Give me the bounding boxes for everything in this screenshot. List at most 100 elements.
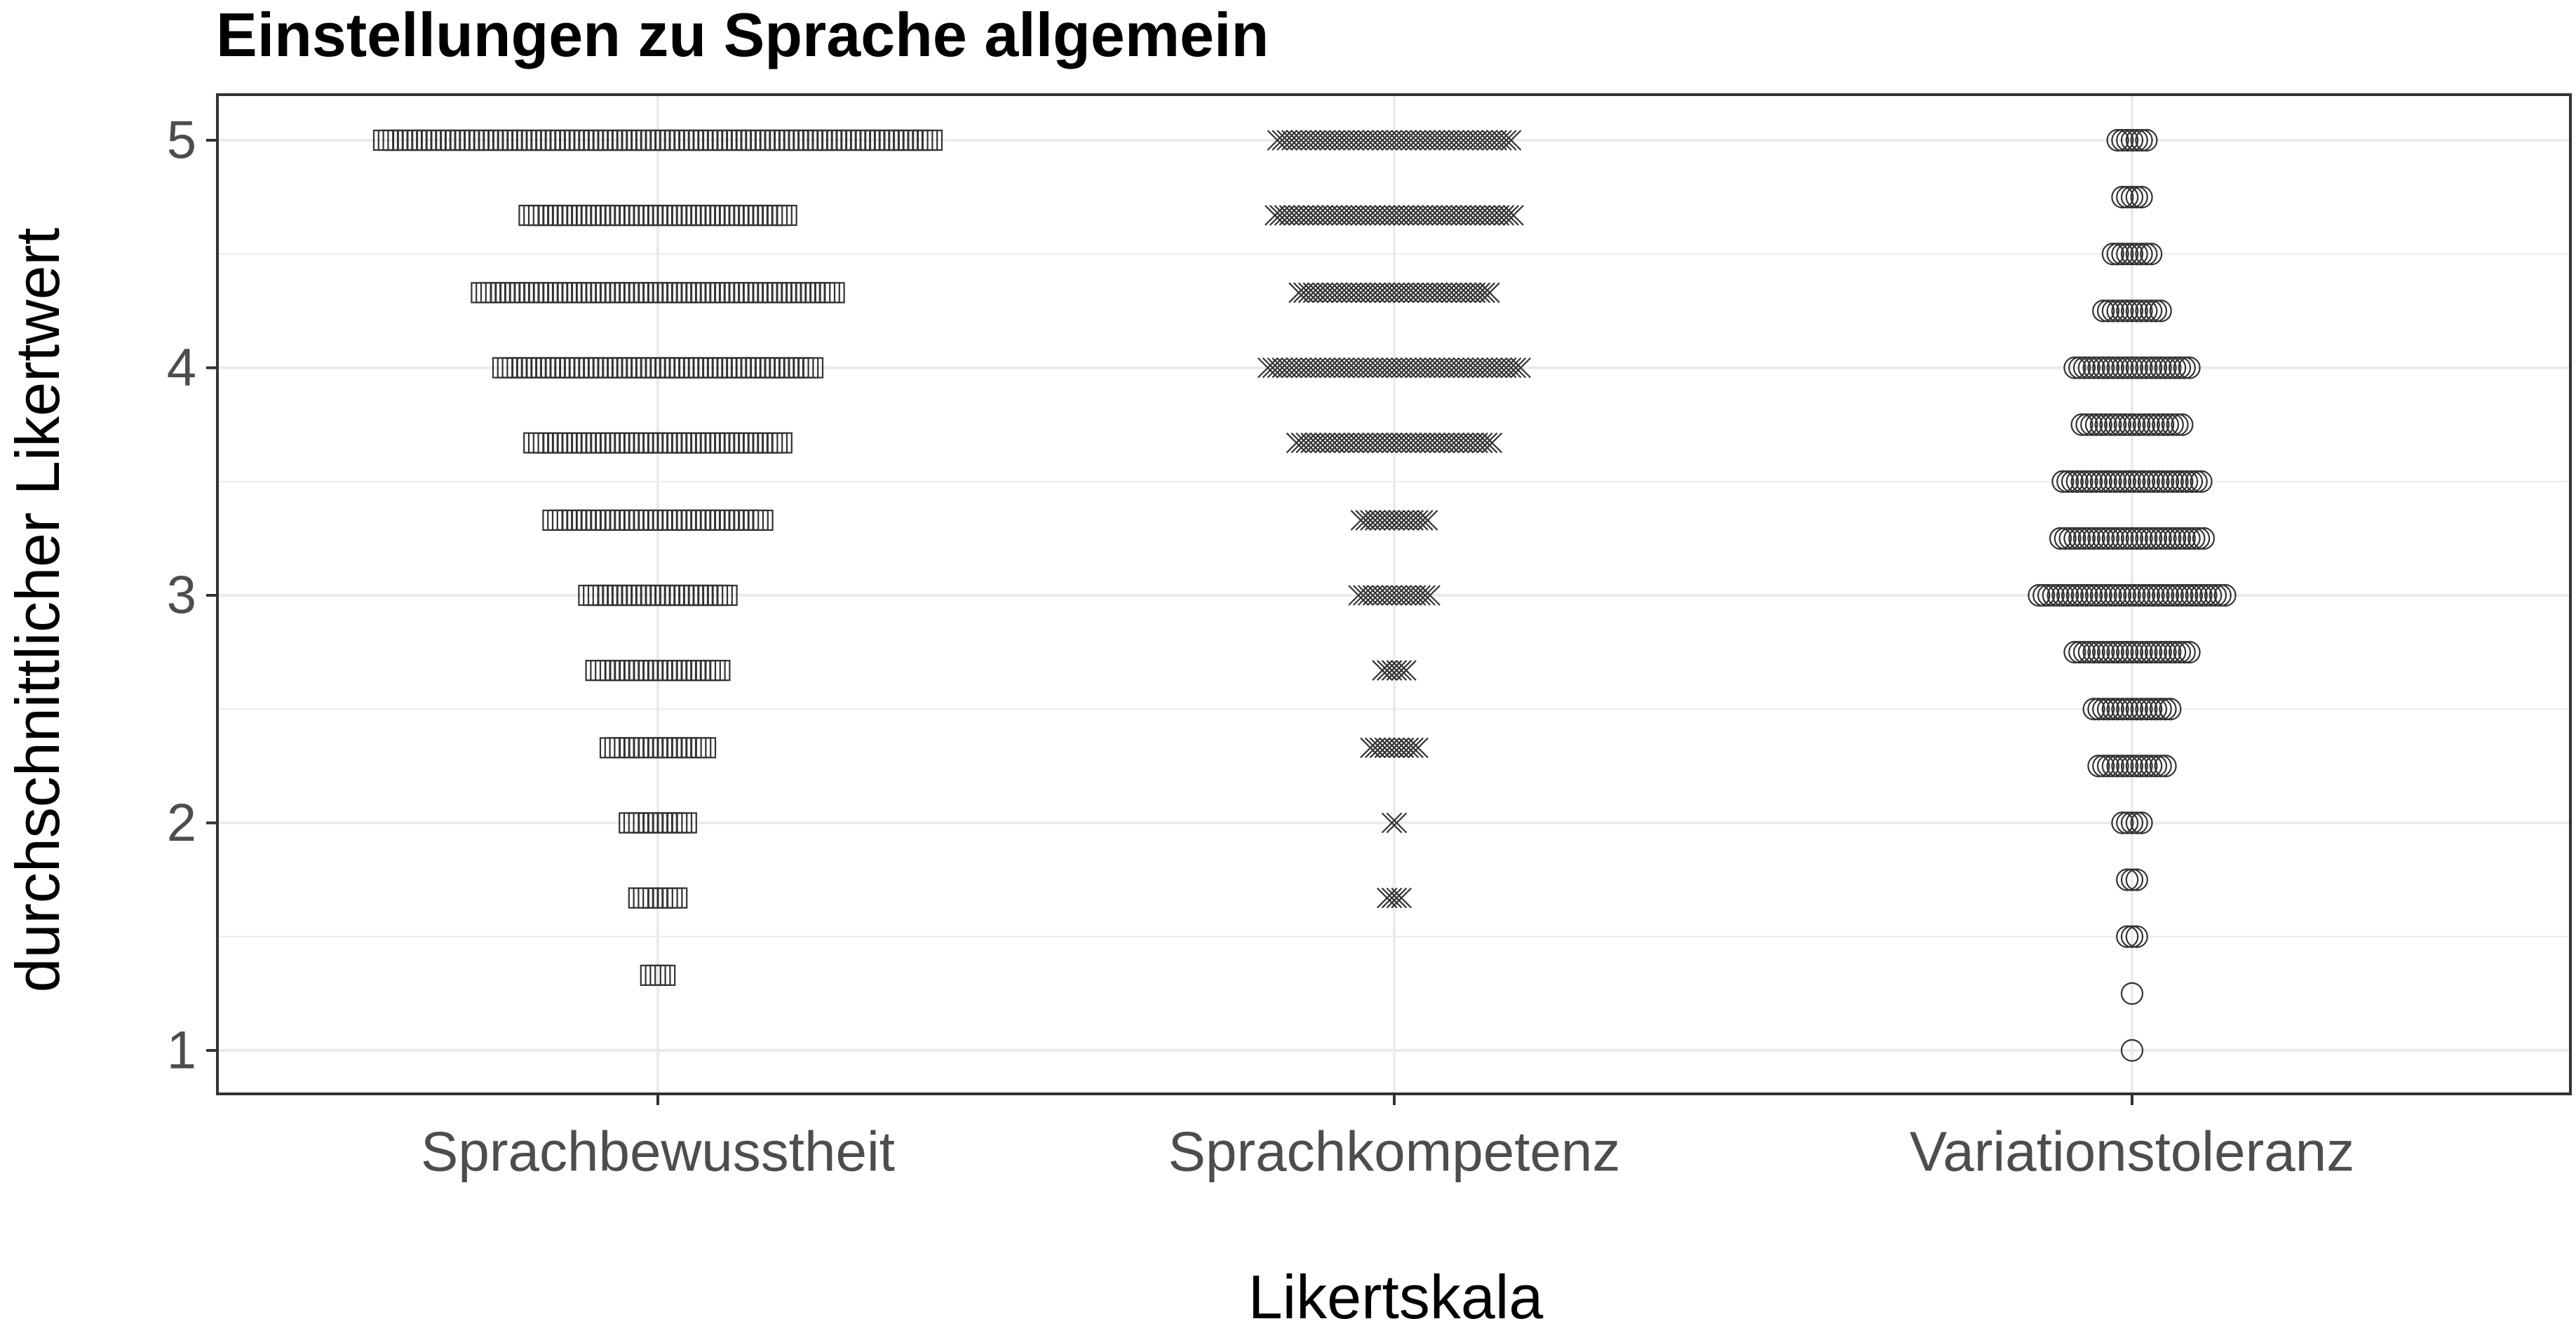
circle-point	[2087, 698, 2110, 721]
cross-point	[1297, 282, 1319, 304]
cross-point	[1441, 282, 1462, 304]
circle-point	[2106, 243, 2129, 266]
circle-point	[2137, 583, 2160, 607]
circle-point	[2120, 243, 2144, 266]
circle-point	[2087, 356, 2110, 379]
circle-point	[2070, 583, 2093, 607]
cross-point	[1462, 432, 1483, 454]
cross-point	[1448, 130, 1469, 151]
cross-point	[1362, 585, 1384, 606]
circle-point	[2068, 356, 2091, 379]
cross-point	[1474, 282, 1495, 304]
cross-point	[1391, 887, 1412, 909]
cross-point	[1377, 660, 1398, 681]
cross-point	[1326, 282, 1348, 304]
circle-point	[2070, 413, 2093, 436]
circle-point	[2096, 527, 2120, 550]
cross-point	[1472, 130, 1493, 151]
circle-point	[2144, 299, 2168, 323]
cross-point	[1486, 130, 1507, 151]
cross-point	[1386, 585, 1408, 606]
circle-point	[2130, 811, 2153, 834]
cross-point	[1386, 130, 1408, 151]
cross-point	[1445, 205, 1467, 226]
circle-point	[2082, 527, 2105, 550]
circle-point	[2075, 413, 2098, 436]
circle-point	[2164, 527, 2187, 550]
circle-point	[2192, 527, 2216, 550]
circle-point	[2082, 698, 2105, 721]
cross-point	[1372, 130, 1393, 151]
cross-point	[1377, 130, 1398, 151]
cross-point	[1350, 282, 1372, 304]
circle-point	[2116, 925, 2139, 948]
cross-point	[1469, 282, 1491, 304]
circle-point	[2116, 811, 2139, 834]
cross-point	[1343, 357, 1364, 379]
cross-point	[1393, 282, 1415, 304]
cross-point	[1417, 282, 1438, 304]
circle-point	[2111, 243, 2134, 266]
circle-point	[2149, 755, 2172, 778]
square-point	[694, 737, 717, 759]
circle-point	[2094, 413, 2117, 436]
cross-point	[1381, 585, 1403, 606]
cross-point	[1357, 585, 1379, 606]
circle-point	[2149, 641, 2172, 664]
cross-point	[1427, 282, 1448, 304]
circle-point	[2168, 641, 2192, 664]
circle-point	[2176, 583, 2199, 607]
cross-point	[1345, 205, 1367, 226]
circle-point	[2156, 413, 2180, 436]
circle-point	[2101, 641, 2124, 664]
circle-point	[2116, 755, 2139, 778]
circle-point	[2108, 583, 2132, 607]
cross-point	[1290, 432, 1312, 454]
cross-point	[1491, 357, 1512, 379]
cross-point	[1324, 130, 1345, 151]
circle-point	[2187, 527, 2211, 550]
x-axis-label: Likertskala	[1248, 1262, 1544, 1332]
cross-point	[1445, 282, 1467, 304]
cross-point	[1377, 432, 1398, 454]
square-point	[921, 129, 943, 151]
circle-point	[2176, 470, 2199, 493]
cross-point	[1307, 282, 1328, 304]
cross-point	[1391, 432, 1412, 454]
circle-point	[2140, 527, 2163, 550]
cross-point	[1403, 205, 1424, 226]
circle-point	[2113, 413, 2136, 436]
circle-point	[2099, 583, 2122, 607]
cross-point	[1422, 205, 1443, 226]
cross-point	[1389, 737, 1410, 759]
cross-point	[1377, 357, 1398, 379]
circle-point	[2166, 413, 2189, 436]
cross-point	[1365, 282, 1386, 304]
cross-point	[1338, 432, 1360, 454]
circle-point	[2111, 641, 2134, 664]
cross-point	[1460, 282, 1481, 304]
circle-point	[2142, 583, 2165, 607]
circle-point	[2190, 583, 2213, 607]
cross-point	[1333, 432, 1355, 454]
cross-point	[1369, 282, 1391, 304]
circle-point	[2125, 811, 2148, 834]
cross-point	[1365, 205, 1386, 226]
circle-point	[2130, 356, 2153, 379]
circle-point	[2075, 470, 2098, 493]
cross-point	[1467, 130, 1488, 151]
cross-point	[1350, 205, 1372, 226]
circle-point	[2185, 583, 2208, 607]
circle-point	[2092, 698, 2115, 721]
cross-point	[1355, 282, 1376, 304]
circle-point	[2213, 583, 2237, 607]
axes: 1 2 3 4 5 Sprachbewusstheit Sprachkompetenz Var…	[167, 111, 2354, 1183]
circle-point	[2159, 356, 2182, 379]
y-tick-label: 5	[167, 111, 196, 170]
cross-point	[1377, 585, 1398, 606]
cross-point	[1384, 737, 1405, 759]
cross-point	[1369, 205, 1391, 226]
circle-point	[2111, 128, 2134, 152]
circle-point	[2049, 527, 2072, 550]
cross-point	[1452, 130, 1474, 151]
